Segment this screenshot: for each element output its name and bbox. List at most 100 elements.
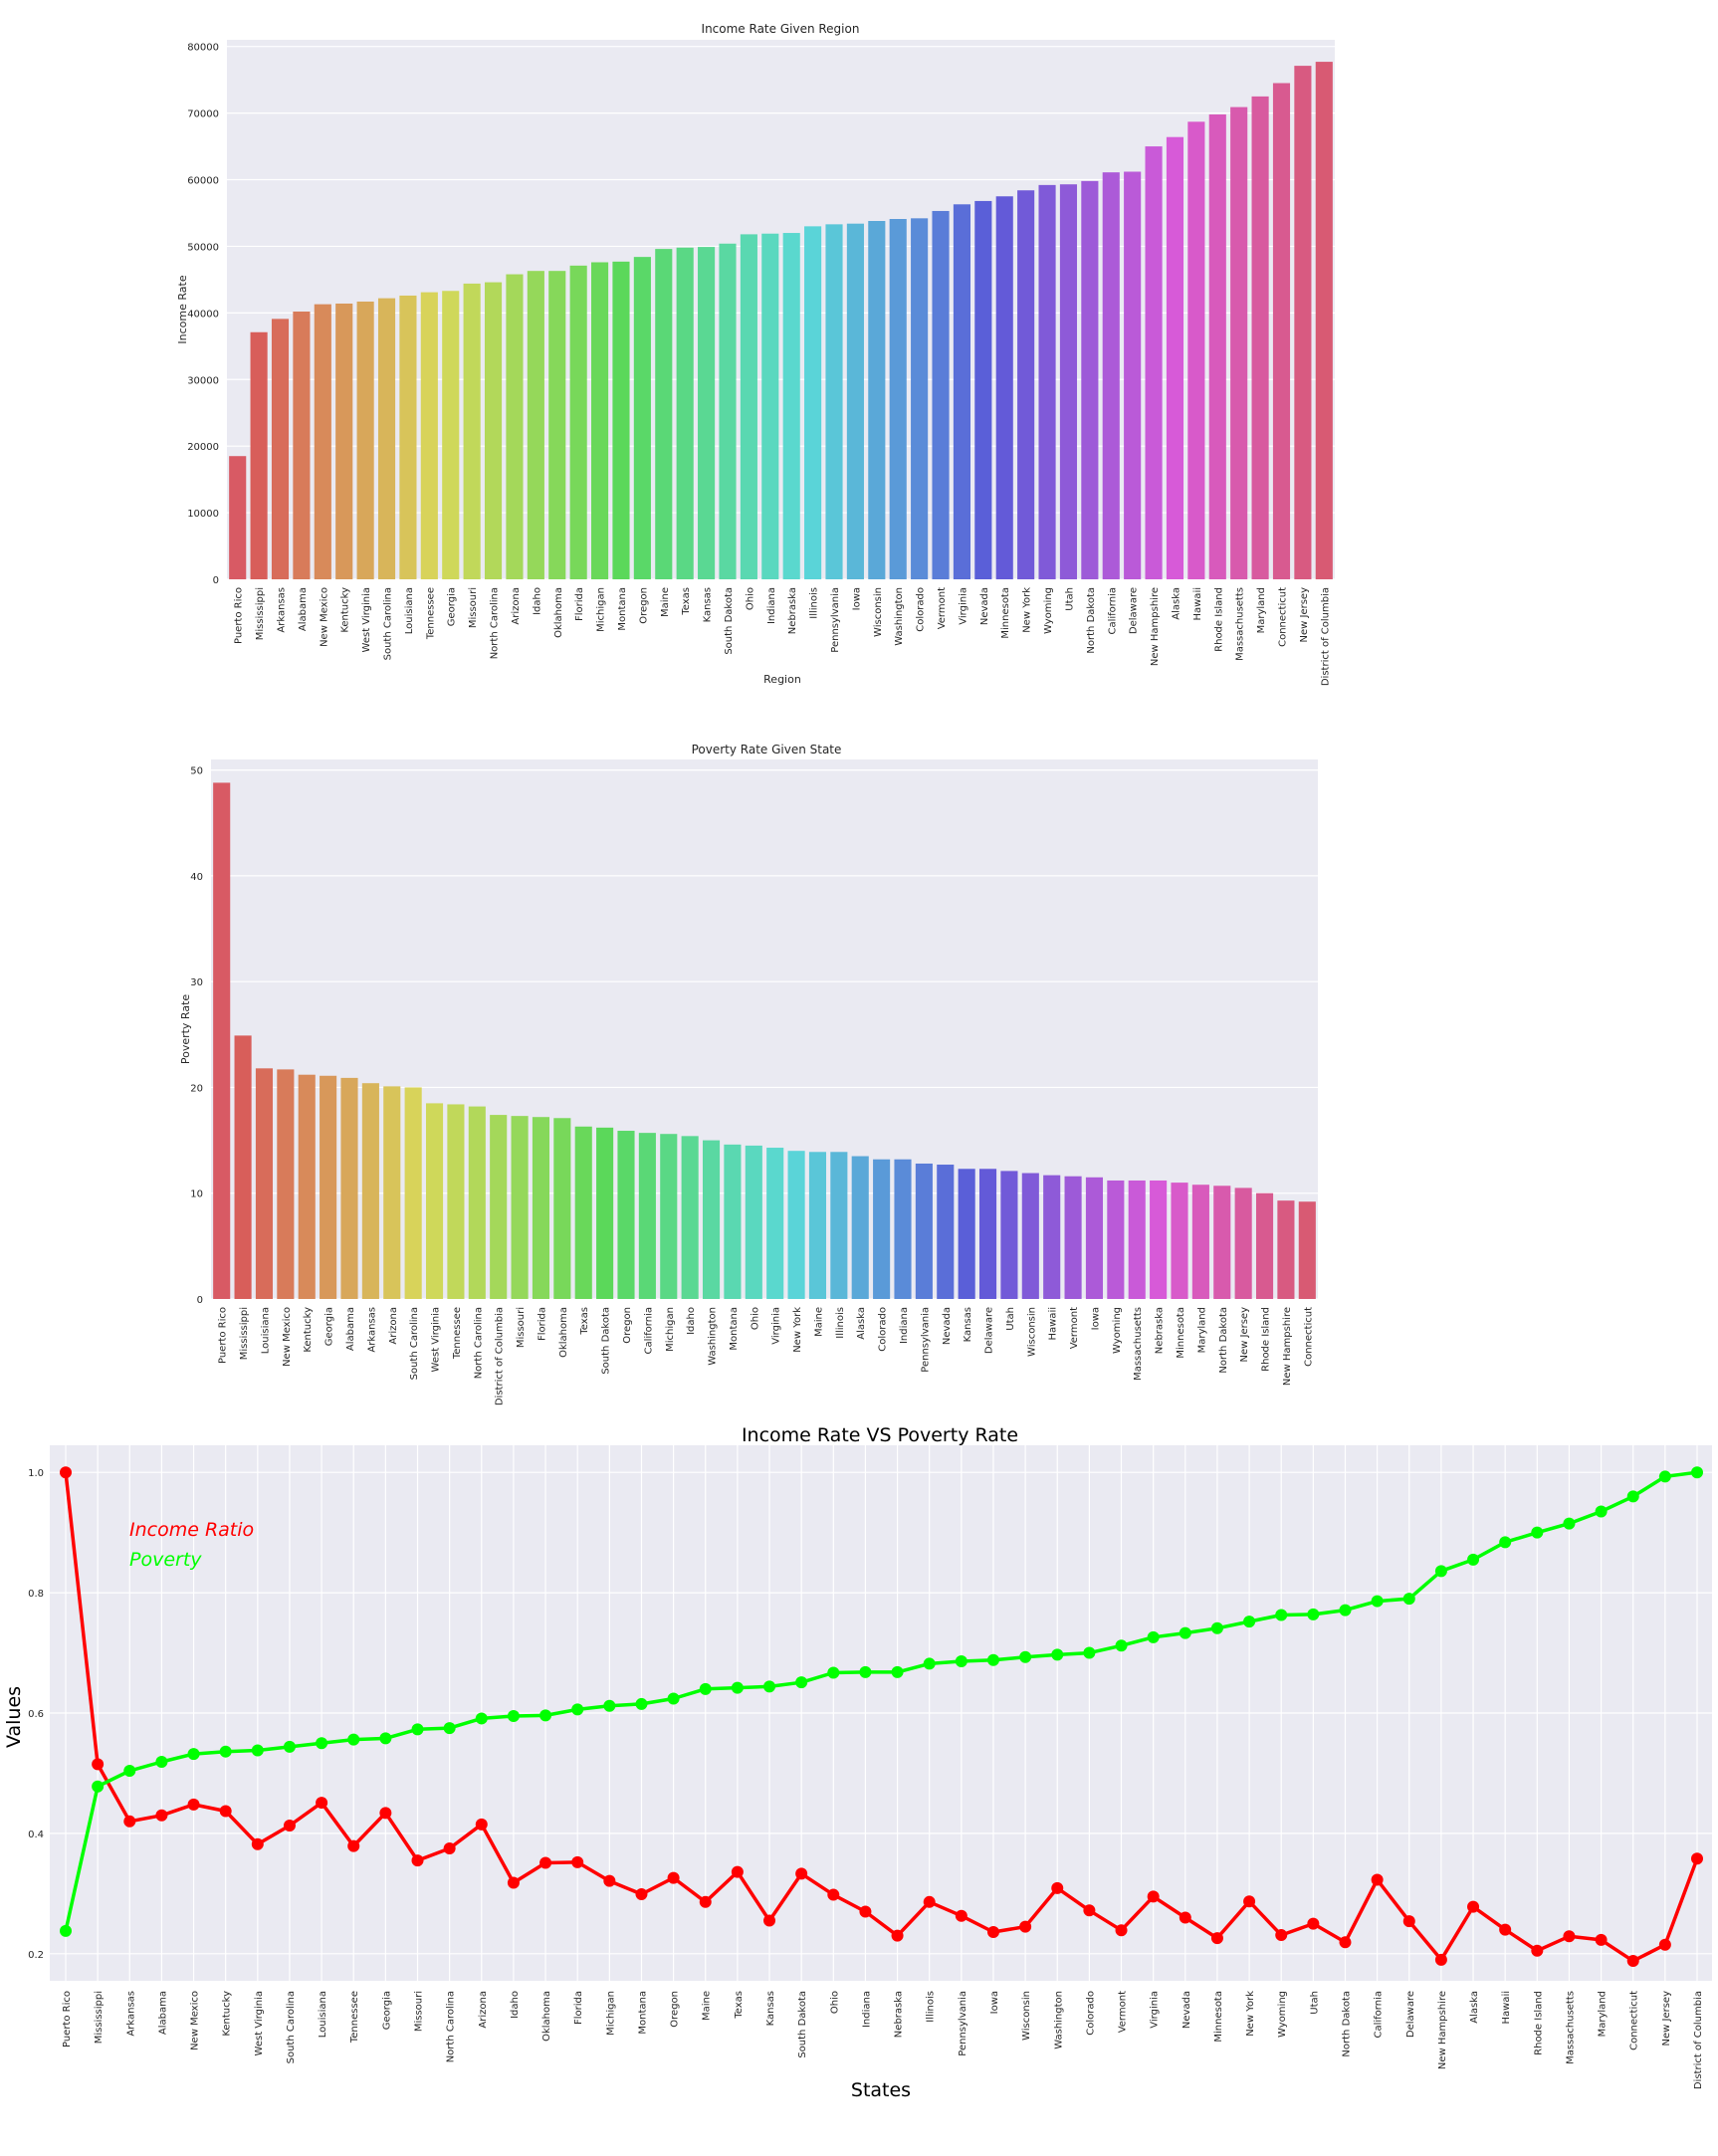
chart3-x-tick-labels: Puerto Rico Mississippi Arkansas Alabama New… bbox=[62, 1991, 1704, 2089]
x-tick-label-kentucky: Kentucky bbox=[222, 1991, 233, 2037]
x-tick-label-louisiana: Louisiana bbox=[404, 587, 415, 634]
point-poverty-wisconsin bbox=[1019, 1650, 1032, 1663]
chart1-y-tick-label: 30000 bbox=[187, 375, 219, 386]
chart1-bars bbox=[229, 62, 1333, 580]
point-income-ratio-wyoming bbox=[1275, 1929, 1288, 1942]
x-tick-label-mississippi: Mississippi bbox=[255, 587, 266, 640]
bar-maryland bbox=[1191, 1185, 1209, 1299]
point-poverty-new-york bbox=[1243, 1616, 1256, 1628]
x-tick-label-maryland: Maryland bbox=[1598, 1991, 1609, 2037]
point-income-ratio-oregon bbox=[667, 1871, 680, 1884]
point-poverty-alabama bbox=[155, 1755, 168, 1768]
x-tick-label-idaho: Idaho bbox=[510, 1991, 521, 2019]
bar-mississippi bbox=[250, 331, 268, 579]
point-poverty-florida bbox=[571, 1703, 584, 1716]
bar-vermont bbox=[932, 210, 950, 579]
bar-district-of-columbia bbox=[490, 1115, 508, 1299]
x-tick-label-wisconsin: Wisconsin bbox=[1021, 1991, 1032, 2041]
bar-alaska bbox=[1166, 136, 1184, 579]
x-tick-label-california: California bbox=[1374, 1991, 1385, 2039]
point-poverty-arkansas bbox=[123, 1765, 136, 1778]
x-tick-label-california: California bbox=[1107, 587, 1118, 635]
bar-mississippi bbox=[234, 1035, 252, 1299]
point-poverty-pennsylvania bbox=[955, 1655, 967, 1668]
point-income-ratio-north-carolina bbox=[443, 1842, 456, 1855]
x-tick-label-maryland: Maryland bbox=[1196, 1307, 1207, 1353]
point-poverty-maryland bbox=[1595, 1505, 1608, 1518]
chart3-y-tick-label: 0.8 bbox=[28, 1589, 44, 1600]
point-income-ratio-nebraska bbox=[891, 1929, 904, 1942]
x-tick-label-indiana: Indiana bbox=[766, 587, 777, 624]
point-poverty-puerto-rico bbox=[60, 1924, 72, 1937]
point-poverty-new-mexico bbox=[187, 1748, 200, 1761]
x-tick-label-north-carolina: North Carolina bbox=[490, 587, 501, 659]
bar-kansas bbox=[958, 1169, 975, 1299]
x-tick-label-maine: Maine bbox=[813, 1307, 824, 1337]
x-tick-label-north-carolina: North Carolina bbox=[473, 1307, 484, 1379]
x-tick-label-colorado: Colorado bbox=[878, 1307, 889, 1352]
bar-kentucky bbox=[335, 303, 353, 579]
chart2-y-tick-labels: 0 10 20 30 40 50 bbox=[190, 766, 203, 1306]
x-tick-label-kentucky: Kentucky bbox=[340, 587, 351, 633]
chart1-y-tick-label: 20000 bbox=[187, 442, 219, 453]
x-tick-label-new-hampshire: New Hampshire bbox=[1437, 1991, 1448, 2069]
bar-florida bbox=[532, 1117, 550, 1299]
chart1-x-axis-label: Region bbox=[763, 673, 801, 686]
x-tick-label-texas: Texas bbox=[734, 1991, 745, 2020]
point-poverty-montana bbox=[635, 1697, 648, 1710]
x-tick-label-texas: Texas bbox=[681, 587, 692, 616]
x-tick-label-wyoming: Wyoming bbox=[1043, 587, 1054, 634]
bar-hawaii bbox=[1187, 121, 1205, 579]
point-income-ratio-massachusetts bbox=[1563, 1930, 1576, 1943]
x-tick-label-rhode-island: Rhode Island bbox=[1533, 1991, 1544, 2055]
x-tick-label-maryland: Maryland bbox=[1256, 587, 1267, 633]
bar-illinois bbox=[830, 1152, 848, 1299]
x-tick-label-louisiana: Louisiana bbox=[260, 1307, 271, 1354]
point-poverty-hawaii bbox=[1499, 1536, 1512, 1549]
legend-poverty: Poverty bbox=[129, 1549, 202, 1571]
chart1-y-tick-label: 60000 bbox=[187, 176, 219, 187]
x-tick-label-district-of-columbia: District of Columbia bbox=[1320, 587, 1331, 686]
x-tick-label-nevada: Nevada bbox=[1181, 1991, 1192, 2029]
point-income-ratio-iowa bbox=[986, 1926, 999, 1939]
bar-north-dakota bbox=[1213, 1186, 1231, 1299]
point-poverty-new-hampshire bbox=[1434, 1565, 1447, 1578]
point-poverty-new-jersey bbox=[1658, 1470, 1671, 1483]
point-income-ratio-alaska bbox=[1467, 1900, 1480, 1913]
bar-alaska bbox=[851, 1156, 869, 1299]
chart1-y-tick-label: 40000 bbox=[187, 309, 219, 320]
point-income-ratio-ohio bbox=[827, 1888, 840, 1901]
chart2-y-tick-label: 30 bbox=[190, 977, 203, 988]
point-poverty-idaho bbox=[507, 1710, 520, 1723]
bar-rhode-island bbox=[1208, 113, 1226, 579]
bar-new-mexico bbox=[277, 1069, 295, 1299]
point-poverty-rhode-island bbox=[1531, 1526, 1544, 1539]
point-income-ratio-new-mexico bbox=[187, 1798, 200, 1811]
bar-michigan bbox=[591, 262, 609, 579]
series-line-income-ratio bbox=[64, 1472, 1699, 1963]
x-tick-label-massachusetts: Massachusetts bbox=[1235, 587, 1246, 661]
chart1-y-tick-label: 70000 bbox=[187, 109, 219, 120]
x-tick-label-virginia: Virginia bbox=[771, 1307, 782, 1345]
x-tick-label-pennsylvania: Pennsylvania bbox=[920, 1307, 931, 1373]
bar-arkansas bbox=[271, 319, 290, 579]
bar-iowa bbox=[1085, 1177, 1104, 1299]
point-income-ratio-maine bbox=[699, 1895, 712, 1908]
x-tick-label-arkansas: Arkansas bbox=[125, 1991, 136, 2037]
chart3-y-tick-label: 0.6 bbox=[28, 1709, 44, 1720]
point-poverty-texas bbox=[731, 1681, 744, 1694]
x-tick-label-new-york: New York bbox=[792, 1307, 803, 1353]
x-tick-label-minnesota: Minnesota bbox=[1000, 587, 1011, 639]
x-tick-label-washington: Washington bbox=[708, 1307, 719, 1366]
bar-wisconsin bbox=[1021, 1173, 1039, 1299]
x-tick-label-nebraska: Nebraska bbox=[894, 1991, 905, 2038]
bar-idaho bbox=[527, 271, 544, 579]
x-tick-label-new-mexico: New Mexico bbox=[190, 1991, 201, 2050]
point-poverty-oregon bbox=[667, 1692, 680, 1705]
point-income-ratio-vermont bbox=[1115, 1924, 1128, 1937]
x-tick-label-mississippi: Mississippi bbox=[239, 1307, 250, 1360]
bar-west-virginia bbox=[356, 301, 374, 579]
bar-nebraska bbox=[1150, 1180, 1168, 1299]
point-poverty-nevada bbox=[1179, 1626, 1191, 1639]
point-poverty-arizona bbox=[475, 1712, 488, 1725]
